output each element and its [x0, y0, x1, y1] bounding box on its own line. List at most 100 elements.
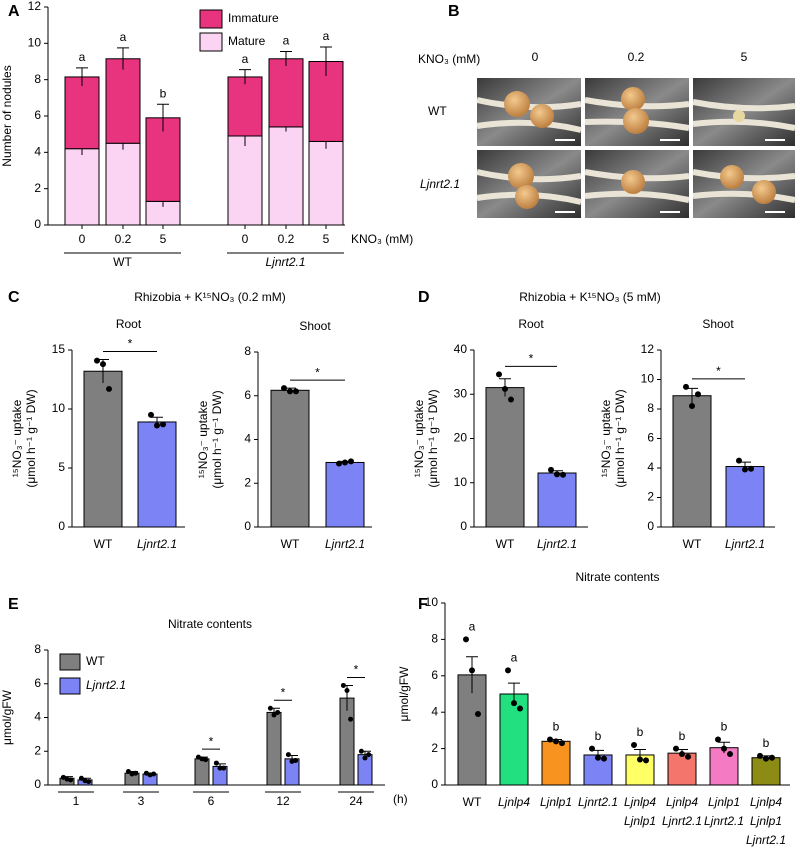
data-point — [366, 752, 372, 758]
panel-letter: A — [8, 3, 20, 20]
group-label: Ljnrt2.1 — [265, 255, 305, 269]
bar — [339, 697, 355, 786]
bar — [709, 747, 739, 786]
data-point — [358, 748, 364, 754]
y-axis-label: ¹⁵NO₃⁻ uptake — [196, 400, 210, 478]
significance-letter: a — [79, 50, 86, 64]
data-point — [736, 457, 742, 464]
y-axis-label: (μmol h⁻¹ g⁻¹ DW) — [210, 390, 224, 488]
y-tick-label: 8 — [647, 401, 654, 415]
y-tick-label: 4 — [431, 704, 438, 718]
x-tick-label: Ljnlp1 — [540, 795, 572, 809]
y-axis-label: μmol/gFW — [397, 666, 411, 722]
bar — [499, 693, 529, 786]
data-point — [763, 755, 769, 762]
data-point — [293, 388, 299, 395]
x-tick-label: 24 — [349, 794, 363, 808]
x-tick-label: Ljnrt2.1 — [137, 537, 177, 551]
data-point — [336, 460, 342, 467]
chart-title: Root — [116, 317, 142, 331]
data-point — [637, 756, 643, 763]
data-point — [281, 385, 287, 392]
y-tick-label: 10 — [52, 401, 66, 415]
legend-swatch — [59, 677, 81, 695]
x-tick-label: WT — [683, 537, 702, 551]
y-tick-label: 10 — [425, 595, 439, 609]
data-point — [267, 705, 273, 711]
y-tick-label: 6 — [34, 676, 41, 690]
x-tick-label: WT — [496, 537, 515, 551]
bar — [725, 466, 765, 528]
data-point — [683, 383, 689, 390]
y-tick-label: 2 — [431, 741, 438, 755]
data-point — [285, 752, 291, 758]
data-point — [344, 688, 350, 693]
data-point — [151, 771, 157, 777]
error-bar — [466, 656, 478, 694]
bar-segment — [308, 140, 344, 226]
y-tick-label: 8 — [34, 642, 41, 656]
x-tick-label: Ljnrt2.1 — [704, 814, 744, 828]
data-point — [68, 777, 74, 783]
data-point — [748, 465, 754, 472]
data-point — [496, 371, 502, 378]
x-tick-label: 0 — [242, 232, 249, 246]
significance-mark: * — [315, 365, 320, 379]
y-tick-label: 8 — [34, 72, 41, 86]
significance-mark: * — [209, 734, 214, 748]
significance-letter: b — [637, 725, 644, 739]
data-point — [125, 769, 131, 774]
x-tick-label: WT — [463, 795, 482, 809]
data-point — [560, 471, 566, 478]
error-bar — [239, 69, 251, 85]
data-point — [721, 745, 727, 752]
bar — [266, 711, 282, 786]
legend-label: WT — [86, 654, 105, 668]
panel-letter: E — [8, 596, 19, 613]
bar-segment — [268, 58, 304, 128]
group-title: Rhizobia + K¹⁵NO₃ (0.2 mM) — [134, 290, 286, 304]
chart-title: Nitrate contents — [168, 617, 252, 631]
bar — [667, 752, 697, 786]
bar-segment — [145, 117, 181, 202]
data-point — [106, 385, 112, 392]
y-tick-label: 0 — [244, 519, 251, 533]
error-bar — [76, 67, 88, 87]
data-point — [757, 752, 763, 759]
data-point — [679, 751, 685, 758]
data-point — [78, 775, 84, 781]
data-point — [160, 421, 166, 428]
bar-segment — [227, 76, 263, 137]
x-tick-label: WT — [281, 537, 300, 551]
x-axis-unit: (h) — [393, 792, 408, 806]
y-tick-label: 4 — [244, 432, 251, 446]
y-axis-label: ¹⁵NO₃⁻ uptake — [412, 399, 426, 477]
panel-letter: D — [418, 289, 430, 306]
data-point — [685, 753, 691, 760]
y-tick-label: 6 — [244, 388, 251, 402]
data-point — [517, 705, 523, 712]
y-tick-label: 0 — [34, 217, 41, 231]
x-tick-label: 1 — [73, 794, 80, 808]
data-point — [348, 716, 354, 722]
data-point — [348, 458, 354, 465]
y-tick-label: 2 — [34, 181, 41, 195]
x-tick-label: 0 — [79, 232, 86, 246]
y-tick-label: 0 — [34, 777, 41, 791]
y-tick-label: 0 — [647, 519, 654, 533]
data-point — [554, 471, 560, 478]
y-tick-label: 4 — [647, 460, 654, 474]
significance-letter: a — [511, 651, 518, 665]
x-tick-label: 5 — [160, 232, 167, 246]
significance-mark: * — [354, 663, 359, 677]
data-point — [362, 755, 368, 761]
bar-segment — [227, 135, 263, 226]
bar — [270, 389, 310, 528]
data-point — [511, 700, 517, 707]
chart-title: Shoot — [299, 319, 331, 333]
data-point — [673, 745, 679, 752]
data-point — [94, 357, 100, 364]
data-point — [643, 757, 649, 764]
bar — [672, 395, 712, 528]
